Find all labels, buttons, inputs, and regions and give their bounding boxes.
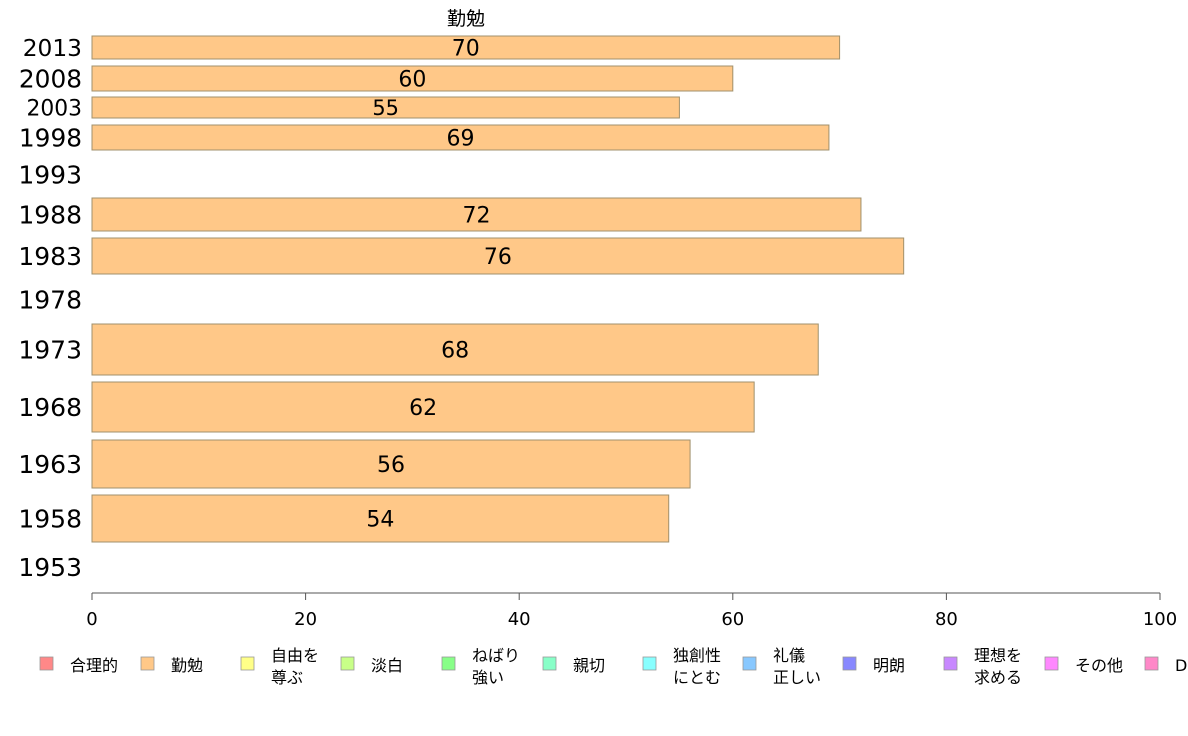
legend-label: 淡白 [371, 656, 403, 675]
x-tick-label: 60 [721, 609, 744, 630]
legend-swatch [1044, 656, 1059, 671]
y-tick-label: 1973 [18, 336, 82, 365]
bar-data-label: 72 [462, 203, 490, 228]
y-tick-label: 1988 [18, 201, 82, 230]
y-tick-label: 1953 [18, 553, 82, 582]
x-tick-label: 100 [1143, 609, 1177, 630]
y-tick-label: 1993 [18, 161, 82, 190]
legend-label: 独創性 [673, 646, 721, 665]
x-tick-label: 80 [935, 609, 958, 630]
legend-swatch [240, 656, 255, 671]
legend-label: 勤勉 [171, 656, 203, 675]
legend-label: その他 [1075, 656, 1123, 675]
bar [91, 35, 841, 60]
bar-data-label: 70 [452, 36, 480, 61]
y-tick-label: 1963 [18, 450, 82, 479]
legend-label: 明朗 [873, 656, 905, 675]
legend-swatch [340, 656, 355, 671]
legend-label: 強い [472, 668, 504, 687]
bar [91, 65, 734, 92]
bar-data-label: 55 [372, 96, 399, 120]
y-tick-label: 2003 [27, 96, 82, 121]
bar [91, 96, 680, 119]
bar [91, 323, 819, 376]
legend-label: 理想を [974, 646, 1022, 665]
bar-data-label: 60 [398, 67, 426, 92]
legend-swatch [39, 656, 54, 671]
y-axis-labels: 2013200820031998199319881983197819731968… [18, 35, 82, 582]
bar [91, 494, 670, 543]
chart-title: 勤勉 [447, 8, 485, 30]
legend-swatch [1144, 656, 1159, 671]
y-tick-label: 1983 [18, 242, 82, 271]
legend-label: 尊ぶ [271, 668, 303, 687]
bar [91, 237, 905, 275]
x-tick-label: 40 [508, 609, 531, 630]
y-tick-label: 2008 [19, 64, 82, 93]
y-tick-label: 1998 [19, 123, 82, 152]
legend-label: にとむ [673, 668, 721, 687]
bars-group: 70 60 55 69 72 76 68 62 56 54 [91, 35, 905, 543]
legend-swatch [842, 656, 857, 671]
bar [91, 439, 691, 489]
y-tick-label: 2013 [23, 35, 82, 62]
y-tick-label: 1958 [18, 505, 82, 534]
bar [91, 381, 755, 433]
legend-swatch [542, 656, 557, 671]
bar-data-label: 56 [377, 453, 405, 478]
y-tick-label: 1968 [18, 393, 82, 422]
legend-swatch [441, 656, 456, 671]
x-tick-label: 20 [294, 609, 317, 630]
legend-swatch [742, 656, 757, 671]
legend-label: 求める [974, 668, 1022, 687]
bar-data-label: 54 [366, 507, 394, 532]
legend-swatch [140, 656, 155, 671]
y-tick-label: 1978 [18, 286, 82, 315]
legend-swatch [943, 656, 958, 671]
legend-label: 合理的 [70, 656, 118, 675]
bar-data-label: 76 [484, 245, 512, 270]
bar [91, 124, 830, 151]
bar-data-label: 68 [441, 338, 469, 363]
bar [91, 197, 862, 232]
x-axis: 0 20 40 60 80 100 [86, 592, 1177, 630]
legend-label: 自由を [271, 646, 319, 665]
x-tick-label: 0 [86, 609, 97, 630]
bar-data-label: 62 [409, 396, 437, 421]
legend-swatch [642, 656, 657, 671]
legend-label: ねばり [472, 646, 520, 665]
bar-data-label: 69 [446, 126, 474, 151]
legend-label: 正しい [773, 668, 821, 687]
legend-label: 親切 [573, 656, 605, 675]
legend-label: 礼儀 [773, 646, 805, 665]
legend-label: D [1175, 656, 1187, 675]
